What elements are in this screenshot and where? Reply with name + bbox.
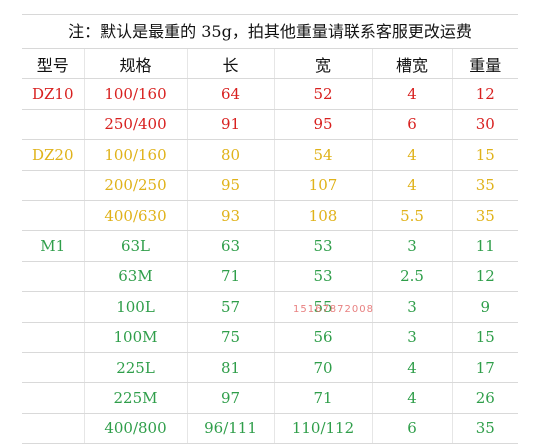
spec-cell: 63M xyxy=(84,261,188,293)
width-cell: 95 xyxy=(274,109,373,141)
model-cell xyxy=(22,413,85,444)
spec-cell: 100/160 xyxy=(84,78,188,110)
width-cell: 56 xyxy=(274,322,373,353)
slot-width-cell: 3 xyxy=(372,291,453,323)
weight-cell: 17 xyxy=(452,352,518,384)
width-cell: 70 xyxy=(274,352,373,384)
length-cell: 93 xyxy=(187,200,275,232)
table-row: 200/250 95 107 4 35 xyxy=(22,170,518,201)
model-cell xyxy=(22,170,85,201)
length-cell: 57 xyxy=(187,291,275,323)
header-length: 长 xyxy=(187,49,275,80)
spec-table-container: 注：默认是最重的 35g，拍其他重量请联系客服更改运费 型号 规格 长 宽 槽宽… xyxy=(22,14,518,444)
model-cell xyxy=(22,291,85,323)
weight-cell: 15 xyxy=(452,139,518,171)
weight-cell: 26 xyxy=(452,382,518,414)
table-row: 400/630 93 108 5.5 35 xyxy=(22,200,518,232)
weight-cell: 12 xyxy=(452,261,518,293)
length-cell: 64 xyxy=(187,78,275,110)
table-row: 400/800 96/111 110/112 6 35 xyxy=(22,413,518,444)
spec-cell: 200/250 xyxy=(84,170,188,201)
model-cell: M1 xyxy=(22,230,85,262)
width-cell: 107 xyxy=(274,170,373,201)
model-cell xyxy=(22,382,85,414)
table-row: 100L 57 55 3 9 xyxy=(22,291,518,323)
width-cell: 53 xyxy=(274,230,373,262)
length-cell: 95 xyxy=(187,170,275,201)
spec-cell: 100M xyxy=(84,322,188,353)
spec-cell: 400/800 xyxy=(84,413,188,444)
slot-width-cell: 4 xyxy=(372,78,453,110)
header-width: 宽 xyxy=(274,49,373,80)
length-cell: 96/111 xyxy=(187,413,275,444)
weight-cell: 35 xyxy=(452,200,518,232)
width-cell: 55 xyxy=(274,291,373,323)
table-row: 100M 75 56 3 15 xyxy=(22,322,518,353)
slot-width-cell: 2.5 xyxy=(372,261,453,293)
model-cell: DZ10 xyxy=(22,78,85,110)
table-row: 250/400 91 95 6 30 xyxy=(22,109,518,141)
weight-cell: 35 xyxy=(452,413,518,444)
length-cell: 97 xyxy=(187,382,275,414)
width-cell: 71 xyxy=(274,382,373,414)
width-cell: 53 xyxy=(274,261,373,293)
slot-width-cell: 4 xyxy=(372,382,453,414)
model-cell xyxy=(22,200,85,232)
header-weight: 重量 xyxy=(452,49,518,80)
length-cell: 75 xyxy=(187,322,275,353)
slot-width-cell: 3 xyxy=(372,322,453,353)
weight-cell: 15 xyxy=(452,322,518,353)
table-row: 63M 71 53 2.5 12 xyxy=(22,261,518,293)
weight-note: 注：默认是最重的 35g，拍其他重量请联系客服更改运费 xyxy=(22,14,518,49)
model-cell xyxy=(22,109,85,141)
spec-cell: 225M xyxy=(84,382,188,414)
length-cell: 63 xyxy=(187,230,275,262)
table-row: DZ20 100/160 80 54 4 15 xyxy=(22,139,518,171)
model-cell xyxy=(22,261,85,293)
weight-cell: 30 xyxy=(452,109,518,141)
phone-watermark: 15167872008 xyxy=(293,304,374,315)
slot-width-cell: 5.5 xyxy=(372,200,453,232)
weight-cell: 35 xyxy=(452,170,518,201)
slot-width-cell: 6 xyxy=(372,413,453,444)
spec-cell: 225L xyxy=(84,352,188,384)
table-row: M1 63L 63 53 3 11 xyxy=(22,230,518,262)
width-cell: 52 xyxy=(274,78,373,110)
width-cell: 110/112 xyxy=(274,413,373,444)
spec-table: 型号 规格 长 宽 槽宽 重量 DZ10 100/160 64 52 4 12 250/40… xyxy=(22,49,518,444)
table-row: DZ10 100/160 64 52 4 12 xyxy=(22,78,518,110)
header-spec: 规格 xyxy=(84,49,188,80)
table-row: 225L 81 70 4 17 xyxy=(22,352,518,384)
spec-cell: 250/400 xyxy=(84,109,188,141)
header-model: 型号 xyxy=(22,49,85,80)
spec-table-body: DZ10 100/160 64 52 4 12 250/400 91 95 6 30 DZ20 100/… xyxy=(22,78,518,444)
width-cell: 108 xyxy=(274,200,373,232)
slot-width-cell: 4 xyxy=(372,170,453,201)
length-cell: 81 xyxy=(187,352,275,384)
weight-cell: 9 xyxy=(452,291,518,323)
width-cell: 54 xyxy=(274,139,373,171)
weight-cell: 12 xyxy=(452,78,518,110)
slot-width-cell: 6 xyxy=(372,109,453,141)
table-row: 225M 97 71 4 26 xyxy=(22,382,518,414)
spec-cell: 400/630 xyxy=(84,200,188,232)
spec-cell: 63L xyxy=(84,230,188,262)
spec-cell: 100/160 xyxy=(84,139,188,171)
header-slot-width: 槽宽 xyxy=(372,49,453,80)
model-cell xyxy=(22,352,85,384)
slot-width-cell: 4 xyxy=(372,352,453,384)
slot-width-cell: 4 xyxy=(372,139,453,171)
weight-cell: 11 xyxy=(452,230,518,262)
header-row: 型号 规格 长 宽 槽宽 重量 xyxy=(22,49,518,80)
spec-cell: 100L xyxy=(84,291,188,323)
length-cell: 80 xyxy=(187,139,275,171)
slot-width-cell: 3 xyxy=(372,230,453,262)
model-cell: DZ20 xyxy=(22,139,85,171)
model-cell xyxy=(22,322,85,353)
length-cell: 71 xyxy=(187,261,275,293)
length-cell: 91 xyxy=(187,109,275,141)
